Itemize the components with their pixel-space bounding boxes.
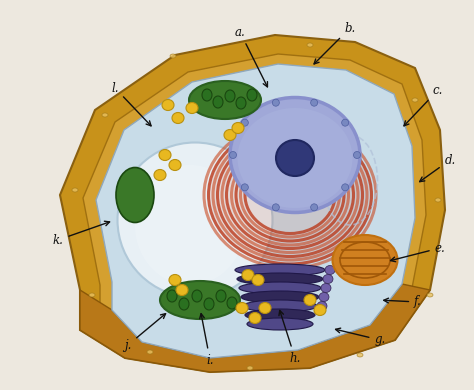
Ellipse shape xyxy=(236,303,248,314)
Text: e.: e. xyxy=(391,241,446,262)
Ellipse shape xyxy=(135,165,245,285)
Ellipse shape xyxy=(332,235,398,285)
Ellipse shape xyxy=(159,149,171,161)
Text: a.: a. xyxy=(235,25,267,87)
Ellipse shape xyxy=(237,108,353,208)
Ellipse shape xyxy=(224,129,236,140)
Ellipse shape xyxy=(242,269,254,280)
Ellipse shape xyxy=(304,294,316,305)
Ellipse shape xyxy=(252,275,264,285)
Ellipse shape xyxy=(202,89,212,101)
Ellipse shape xyxy=(354,151,361,158)
Ellipse shape xyxy=(179,298,189,310)
Ellipse shape xyxy=(235,264,325,276)
Ellipse shape xyxy=(310,204,318,211)
Text: j.: j. xyxy=(124,314,165,351)
Ellipse shape xyxy=(245,309,315,321)
Ellipse shape xyxy=(154,170,166,181)
Ellipse shape xyxy=(162,99,174,110)
Ellipse shape xyxy=(325,266,335,275)
Ellipse shape xyxy=(276,140,314,176)
Polygon shape xyxy=(60,35,445,372)
Text: i.: i. xyxy=(200,314,214,367)
Ellipse shape xyxy=(357,353,363,357)
Ellipse shape xyxy=(204,298,214,310)
Text: h.: h. xyxy=(279,310,301,365)
Ellipse shape xyxy=(169,275,181,285)
Text: l.: l. xyxy=(111,82,151,126)
Ellipse shape xyxy=(229,151,237,158)
Ellipse shape xyxy=(259,303,271,314)
Ellipse shape xyxy=(192,290,202,302)
Ellipse shape xyxy=(89,293,95,297)
Ellipse shape xyxy=(247,318,313,330)
Text: f.: f. xyxy=(384,296,422,308)
Ellipse shape xyxy=(230,98,360,213)
Ellipse shape xyxy=(239,282,321,294)
Text: d.: d. xyxy=(419,154,456,182)
Text: k.: k. xyxy=(53,221,109,246)
Ellipse shape xyxy=(241,291,319,303)
Ellipse shape xyxy=(160,281,240,319)
Polygon shape xyxy=(96,64,415,358)
Ellipse shape xyxy=(186,103,198,113)
Ellipse shape xyxy=(310,99,318,106)
Ellipse shape xyxy=(427,293,433,297)
Polygon shape xyxy=(80,284,430,372)
Ellipse shape xyxy=(307,43,313,47)
Ellipse shape xyxy=(172,112,184,124)
Ellipse shape xyxy=(241,119,248,126)
Ellipse shape xyxy=(249,312,261,323)
Text: c.: c. xyxy=(404,83,443,126)
Ellipse shape xyxy=(169,160,181,170)
Ellipse shape xyxy=(435,198,441,202)
Ellipse shape xyxy=(247,89,257,101)
Ellipse shape xyxy=(72,188,78,192)
Ellipse shape xyxy=(216,290,226,302)
Ellipse shape xyxy=(208,125,373,265)
Ellipse shape xyxy=(189,81,261,119)
Ellipse shape xyxy=(116,167,154,223)
Ellipse shape xyxy=(213,96,223,108)
Ellipse shape xyxy=(273,99,279,106)
Ellipse shape xyxy=(273,204,279,211)
Ellipse shape xyxy=(243,300,317,312)
Ellipse shape xyxy=(167,290,177,302)
Ellipse shape xyxy=(236,97,246,109)
Ellipse shape xyxy=(247,366,253,370)
Ellipse shape xyxy=(237,273,323,285)
Ellipse shape xyxy=(170,54,176,58)
Ellipse shape xyxy=(319,292,329,301)
Ellipse shape xyxy=(241,184,248,191)
Polygon shape xyxy=(83,54,426,361)
Ellipse shape xyxy=(118,142,273,298)
Text: g.: g. xyxy=(336,328,386,346)
Ellipse shape xyxy=(225,90,235,102)
Ellipse shape xyxy=(342,119,349,126)
Ellipse shape xyxy=(323,275,333,284)
Ellipse shape xyxy=(147,350,153,354)
Ellipse shape xyxy=(314,305,326,316)
Ellipse shape xyxy=(342,184,349,191)
Ellipse shape xyxy=(102,113,108,117)
Text: b.: b. xyxy=(314,21,356,64)
Ellipse shape xyxy=(412,98,418,102)
Ellipse shape xyxy=(227,297,237,309)
Ellipse shape xyxy=(176,284,188,296)
Ellipse shape xyxy=(317,301,327,310)
Ellipse shape xyxy=(321,284,331,292)
Ellipse shape xyxy=(232,122,244,133)
